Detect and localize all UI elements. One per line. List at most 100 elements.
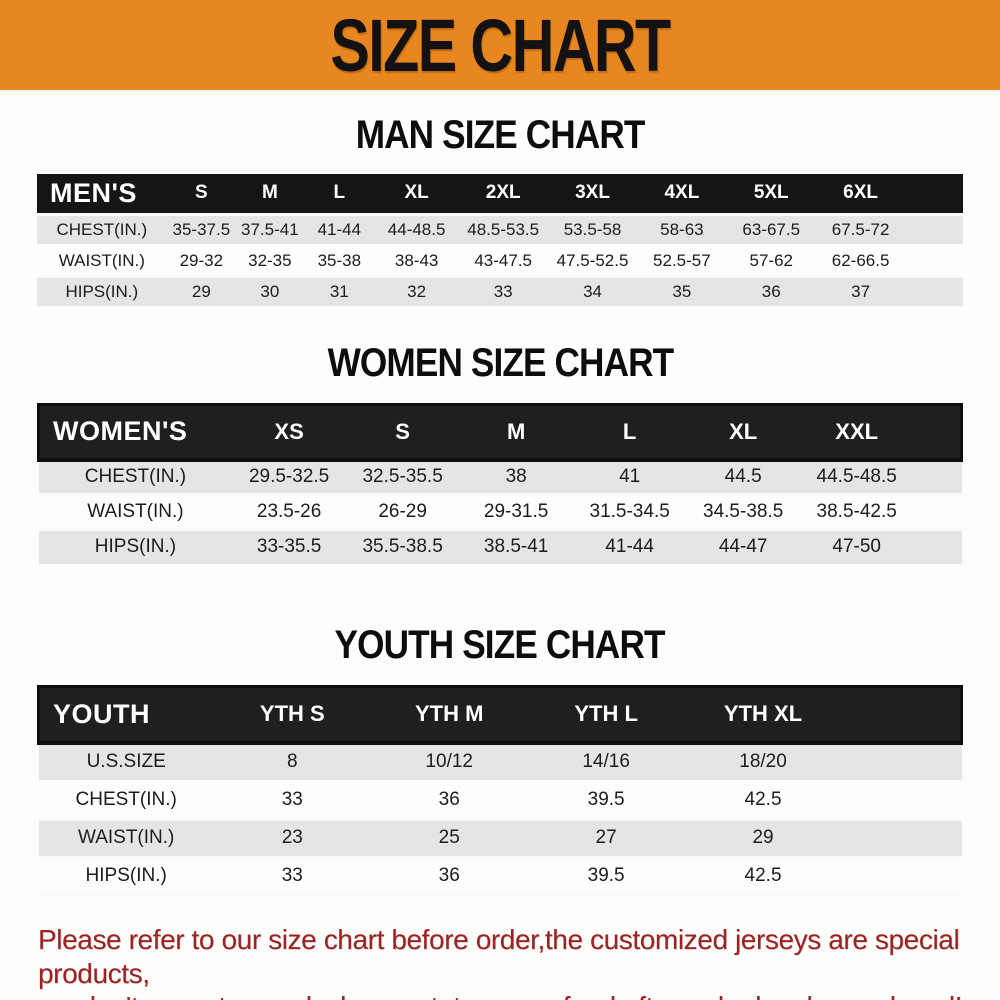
cell: 36 [726,274,816,308]
footer-disclaimer-line1: Please refer to our size chart before or… [38,924,960,989]
cell: 42.5 [684,855,842,896]
cell-spacer [841,779,962,820]
women-header-size: S [345,403,460,462]
youth-chest-row: CHEST(IN.) 33 36 39.5 42.5 [38,779,962,820]
cell: 34.5-38.5 [686,493,800,531]
cell: 44-48.5 [374,212,459,246]
row-label: WAIST(IN.) [38,493,233,531]
cell: 26-29 [345,493,460,531]
row-label: HIPS(IN.) [38,855,214,896]
youth-header-size: YTH L [527,684,685,745]
cell: 38-43 [374,243,459,277]
cell: 34 [548,274,637,308]
cell: 30 [236,274,304,308]
men-chest-row: CHEST(IN.) 35-37.5 37.5-41 41-44 44-48.5… [37,212,963,246]
cell: 44.5-48.5 [799,458,914,496]
men-header-size: 4XL [636,174,727,214]
row-label: HIPS(IN.) [37,274,167,308]
women-chest-row: CHEST(IN.) 29.5-32.5 32.5-35.5 38 41 44.… [38,458,962,496]
youth-header-row: YOUTH YTH S YTH M YTH L YTH XL [36,684,964,745]
cell-spacer [905,243,963,277]
youth-section-title: YOUTH SIZE CHART [0,623,1000,668]
cell: 32.5-35.5 [345,458,460,496]
men-size-table: MEN'S S M L XL 2XL 3XL 4XL 5XL 6XL CHEST… [37,174,963,308]
women-hips-row: HIPS(IN.) 33-35.5 35.5-38.5 38.5-41 41-4… [38,528,962,566]
women-header-size: XL [686,403,800,462]
cell: 29-31.5 [459,493,573,531]
cell: 27 [527,817,685,858]
cell: 14/16 [527,741,685,782]
cell: 58-63 [636,212,727,246]
youth-header-size: YTH XL [684,684,842,745]
cell: 37.5-41 [236,212,304,246]
cell: 35-38 [303,243,375,277]
cell: 33 [458,274,549,308]
cell: 48.5-53.5 [458,212,549,246]
cell: 52.5-57 [636,243,727,277]
cell: 36 [370,779,528,820]
cell-spacer [841,817,962,858]
row-label: U.S.SIZE [38,741,214,782]
footer-disclaimer-line2: we don't accept cancel, change, teturn o… [38,990,980,1000]
men-header-size: L [303,174,375,214]
cell: 35 [636,274,727,308]
youth-header-size: YTH S [213,684,371,745]
cell: 38.5-42.5 [799,493,914,531]
cell: 62-66.5 [815,243,906,277]
youth-size-table: YOUTH YTH S YTH M YTH L YTH XL U.S.SIZE … [36,684,964,896]
cell: 33 [213,855,371,896]
cell: 8 [213,741,371,782]
cell-spacer [841,855,962,896]
row-label: CHEST(IN.) [38,458,233,496]
cell: 35.5-38.5 [345,528,460,566]
cell: 29 [166,274,237,308]
men-header-size: 5XL [726,174,816,214]
cell: 44.5 [686,458,800,496]
cell: 57-62 [726,243,816,277]
cell: 29-32 [166,243,237,277]
men-header-row: MEN'S S M L XL 2XL 3XL 4XL 5XL 6XL [37,174,963,214]
youth-section-title-text: YOUTH SIZE CHART [334,622,666,667]
men-header-size: M [236,174,304,214]
cell: 43-47.5 [458,243,549,277]
women-header-spacer [913,403,964,462]
women-header-label: WOMEN'S [37,403,233,462]
youth-waist-row: WAIST(IN.) 23 25 27 29 [38,817,962,858]
size-chart-banner: SIZE CHART [0,0,1000,92]
row-label: CHEST(IN.) [37,212,167,246]
women-section-title: WOMEN SIZE CHART [0,341,1000,386]
women-section-title-text: WOMEN SIZE CHART [327,341,674,385]
cell: 44-47 [686,528,800,566]
cell: 31.5-34.5 [572,493,687,531]
cell: 29 [684,817,842,858]
men-header-size: S [166,174,237,214]
cell: 37 [815,274,906,308]
cell: 32 [374,274,459,308]
cell: 32-35 [236,243,304,277]
row-label: WAIST(IN.) [37,243,167,277]
cell: 67.5-72 [815,212,906,246]
women-waist-row: WAIST(IN.) 23.5-26 26-29 29-31.5 31.5-34… [38,493,962,531]
cell: 36 [370,855,528,896]
cell: 23 [213,817,371,858]
youth-header-label: YOUTH [36,684,214,745]
cell: 39.5 [527,855,685,896]
cell: 25 [370,817,528,858]
youth-ussize-row: U.S.SIZE 8 10/12 14/16 18/20 [38,741,962,782]
row-label: HIPS(IN.) [38,528,233,566]
men-header-size: 2XL [458,174,549,214]
youth-header-spacer [841,684,964,745]
cell: 41-44 [303,212,375,246]
women-header-size: XS [232,403,346,462]
men-header-size: 3XL [548,174,637,214]
cell: 18/20 [684,741,842,782]
youth-hips-row: HIPS(IN.) 33 36 39.5 42.5 [38,855,962,896]
men-header-size: XL [374,174,459,214]
cell-spacer [905,274,963,308]
cell: 41 [572,458,687,496]
row-label: WAIST(IN.) [38,817,214,858]
cell: 31 [303,274,375,308]
row-label: CHEST(IN.) [38,779,214,820]
cell: 42.5 [684,779,842,820]
footer-disclaimer: Please refer to our size chart before or… [38,923,980,1000]
